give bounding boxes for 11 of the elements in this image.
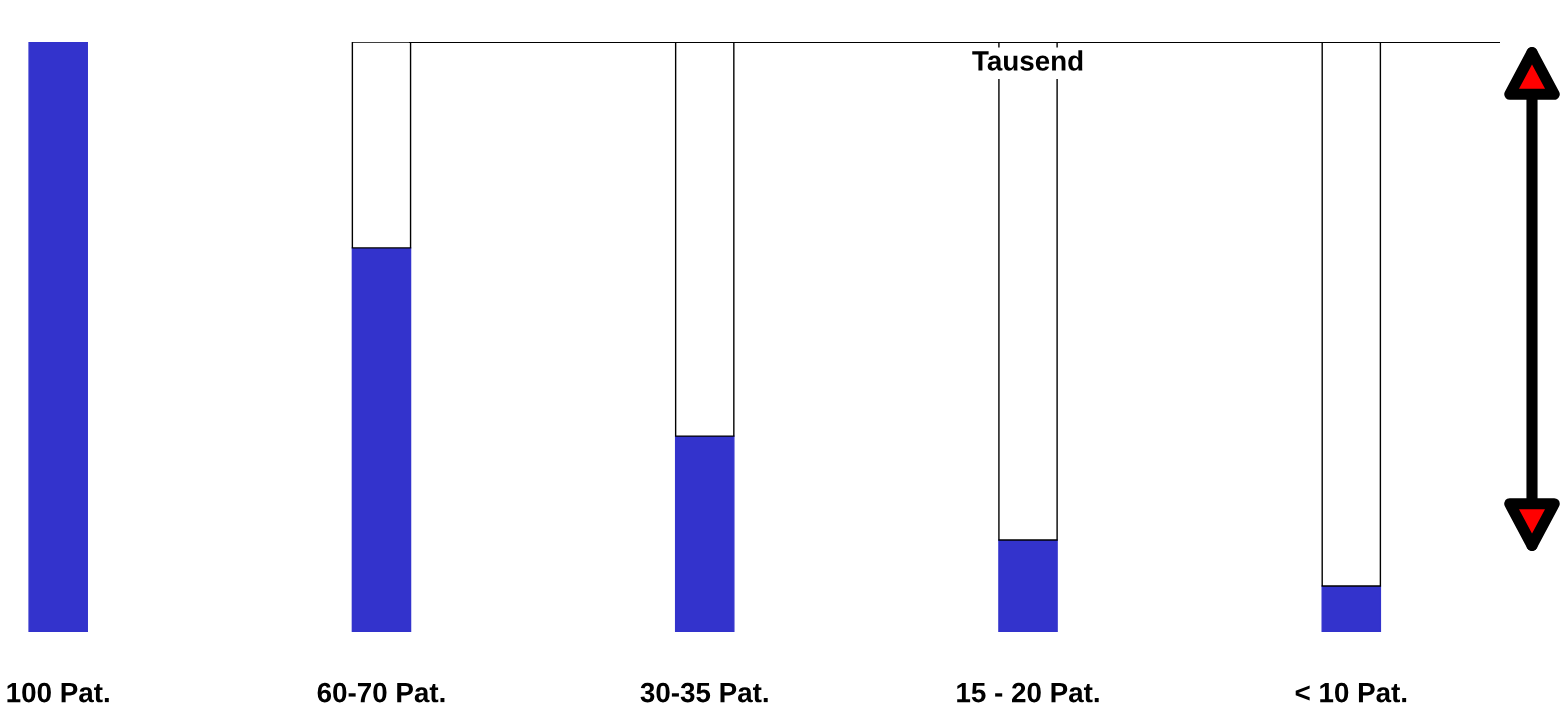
bar <box>998 539 1058 632</box>
x-tick-label: 15 - 20 Pat. <box>957 682 1099 703</box>
x-tick-label: 100 Pat. <box>7 682 109 703</box>
bar <box>351 247 412 632</box>
bar <box>1321 585 1382 632</box>
annotation: Tausend <box>972 50 1083 71</box>
x-tick-label: 60-70 Pat. <box>317 682 445 703</box>
x-tick-label: < 10 Pat. <box>1295 682 1407 703</box>
bar <box>674 435 735 632</box>
x-tick-label: 30-35 Pat. <box>640 682 768 703</box>
bar <box>28 42 88 632</box>
